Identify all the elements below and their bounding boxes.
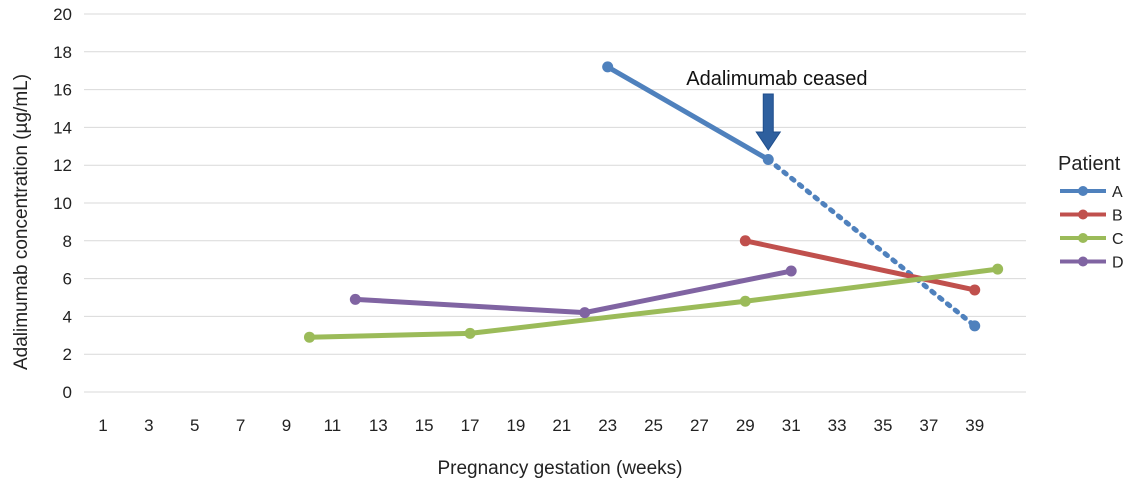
annotation-label: Adalimumab ceased xyxy=(686,68,867,90)
x-tick-label: 25 xyxy=(644,416,663,435)
series-a xyxy=(602,61,981,332)
annotation: Adalimumab ceased xyxy=(686,68,867,151)
y-tick-label: 6 xyxy=(63,270,72,289)
data-point xyxy=(464,327,476,339)
x-tick-label: 19 xyxy=(506,416,525,435)
x-tick-label: 29 xyxy=(736,416,755,435)
legend-item-b: B xyxy=(1060,208,1123,225)
x-tick-label: 3 xyxy=(144,416,153,435)
x-tick-label: 37 xyxy=(919,416,938,435)
legend-title: Patient xyxy=(1058,153,1121,175)
data-point xyxy=(785,265,797,277)
legend-swatch-marker xyxy=(1078,209,1088,220)
x-tick-label: 17 xyxy=(461,416,480,435)
data-point xyxy=(992,263,1004,275)
data-point xyxy=(349,293,361,305)
x-tick-label: 1 xyxy=(98,416,107,435)
legend-swatch-marker xyxy=(1078,233,1088,243)
legend-item-a: A xyxy=(1060,184,1123,201)
series-line-c xyxy=(306,266,1001,340)
series-c xyxy=(303,263,1004,343)
data-point xyxy=(762,154,774,166)
x-tick-label: 7 xyxy=(236,416,245,435)
y-axis-title: Adalimumab concentration (µg/mL) xyxy=(11,74,32,370)
y-tick-label: 16 xyxy=(53,81,72,100)
y-tick-label: 8 xyxy=(63,232,72,251)
x-tick-label: 5 xyxy=(190,416,199,435)
down-arrow-icon xyxy=(755,93,782,151)
y-tick-label: 14 xyxy=(53,118,72,137)
x-tick-label: 35 xyxy=(873,416,892,435)
y-tick-label: 12 xyxy=(53,156,72,175)
x-axis-title: Pregnancy gestation (weeks) xyxy=(437,458,682,479)
y-tick-label: 4 xyxy=(63,307,72,326)
y-tick-label: 10 xyxy=(53,194,72,213)
legend-label: C xyxy=(1112,231,1124,248)
x-axis-ticks: 1 3 5 7 9 11 13 15 17 19 21 23 25 27 29 31 33 35 37 39 xyxy=(98,416,984,435)
x-tick-label: 39 xyxy=(965,416,984,435)
y-tick-label: 0 xyxy=(63,383,72,402)
x-tick-label: 13 xyxy=(369,416,388,435)
series-b xyxy=(739,235,981,296)
data-point xyxy=(969,284,981,296)
x-tick-label: 31 xyxy=(782,416,801,435)
data-point xyxy=(739,295,751,307)
series-line-b xyxy=(742,238,978,293)
y-axis-ticks: 0 2 4 6 8 10 12 14 16 18 20 xyxy=(53,5,72,402)
series-line-a xyxy=(605,64,771,163)
data-point xyxy=(739,235,751,247)
x-tick-label: 9 xyxy=(282,416,291,435)
data-point xyxy=(303,331,315,343)
data-point xyxy=(969,320,981,332)
series-d xyxy=(349,265,797,319)
data-point xyxy=(602,61,614,73)
gridlines xyxy=(84,13,1026,393)
series-projection-a xyxy=(765,157,978,329)
data-point xyxy=(579,307,591,319)
x-tick-label: 27 xyxy=(690,416,709,435)
x-tick-label: 33 xyxy=(828,416,847,435)
x-tick-label: 11 xyxy=(324,416,342,435)
legend-item-c: C xyxy=(1060,231,1124,248)
legend-swatch-marker xyxy=(1078,256,1088,267)
x-tick-label: 23 xyxy=(598,416,617,435)
legend-item-d: D xyxy=(1060,255,1124,272)
legend-label: A xyxy=(1112,184,1123,201)
legend-label: B xyxy=(1112,208,1123,225)
series-lines xyxy=(303,61,1004,343)
y-tick-label: 20 xyxy=(53,5,72,24)
series-line-d xyxy=(352,268,794,316)
legend-label: D xyxy=(1112,255,1124,272)
y-tick-label: 2 xyxy=(63,345,72,364)
x-tick-label: 21 xyxy=(552,416,571,435)
x-tick-label: 15 xyxy=(415,416,434,435)
y-tick-label: 18 xyxy=(53,43,72,62)
legend-swatch-marker xyxy=(1078,186,1088,196)
